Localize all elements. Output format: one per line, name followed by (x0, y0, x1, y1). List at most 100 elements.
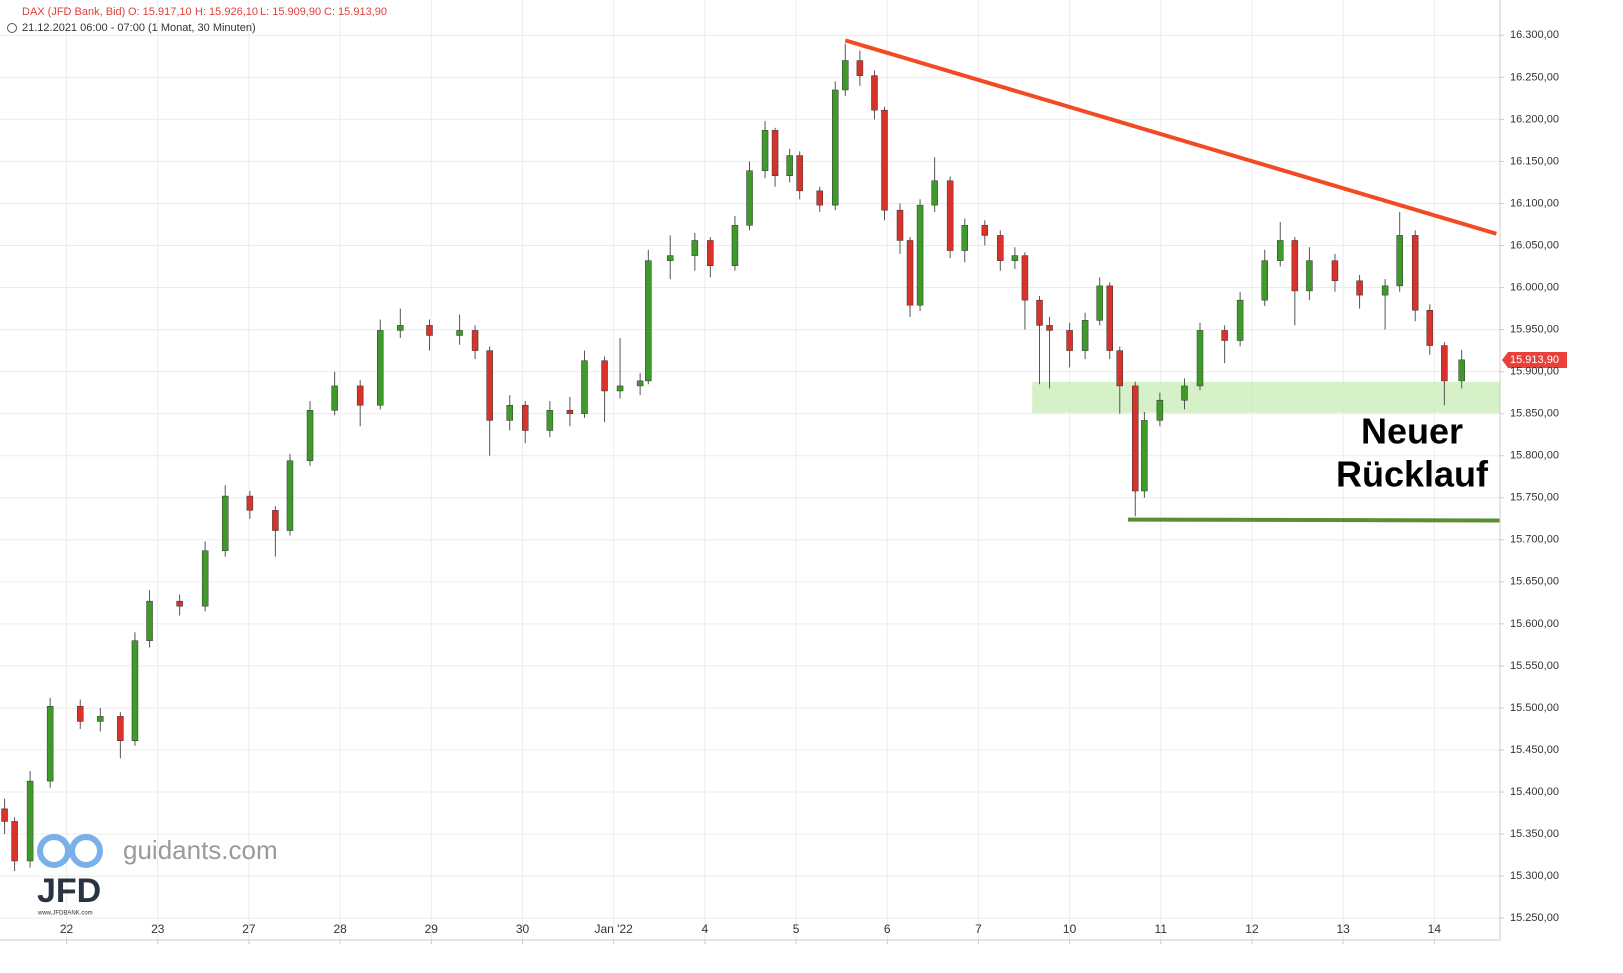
x-tick-label: 12 (1245, 922, 1259, 936)
x-tick-label: 29 (425, 922, 439, 936)
candle-body (1021, 255, 1029, 301)
candle-body (546, 410, 554, 431)
candle-body (1458, 359, 1465, 382)
candle-body (1381, 285, 1389, 296)
candle-body (97, 716, 104, 722)
candle-body (486, 350, 493, 421)
candle-body (1411, 235, 1419, 311)
candle-body (117, 716, 124, 741)
y-tick-label: 16.200,00 (1510, 113, 1559, 125)
x-tick-label: 10 (1063, 922, 1077, 936)
candle-body (46, 706, 54, 782)
candle-body (1132, 385, 1139, 492)
candle-body (131, 640, 139, 741)
grid (0, 0, 1500, 940)
candle-body (1396, 235, 1403, 287)
candle-body (961, 225, 968, 251)
candle-body (376, 330, 384, 406)
y-tick-label: 16.050,00 (1510, 239, 1559, 251)
candle-body (761, 130, 769, 171)
candle-body (1181, 385, 1188, 401)
y-tick-label: 15.400,00 (1510, 786, 1559, 798)
y-tick-label: 15.650,00 (1510, 576, 1559, 588)
candle-body (1156, 399, 1164, 421)
y-tick-label: 15.750,00 (1510, 492, 1559, 504)
watermark-site: guidants.com (123, 835, 278, 865)
candle-body (796, 155, 803, 192)
x-tick-label: 27 (242, 922, 256, 936)
y-tick-label: 15.950,00 (1510, 323, 1559, 335)
x-tick-label: 22 (60, 922, 74, 936)
y-tick-label: 15.300,00 (1510, 870, 1559, 882)
candle-body (146, 600, 153, 641)
x-tick-label: 13 (1336, 922, 1350, 936)
candle-body (581, 360, 588, 414)
candle-body (221, 495, 229, 551)
y-tick-label: 15.700,00 (1510, 534, 1559, 546)
candle-body (1116, 350, 1124, 387)
ohlc-high: H: 15.926,10 (195, 6, 258, 18)
x-tick-label: 7 (975, 922, 982, 936)
candle-body (645, 260, 652, 382)
candle-body (707, 240, 714, 266)
y-tick-label: 15.800,00 (1510, 450, 1559, 462)
chart-title: DAX (JFD Bank, Bid) (22, 6, 125, 18)
candle-body (1036, 299, 1043, 326)
candle-body (26, 780, 34, 862)
zone-layer (1032, 381, 1500, 413)
candle-body (771, 130, 779, 176)
candle-body (856, 60, 864, 76)
candle-body (981, 225, 989, 236)
candle-body (906, 240, 914, 306)
candle-body (1081, 320, 1089, 351)
candle-body (246, 495, 254, 511)
y-tick-label: 15.600,00 (1510, 618, 1559, 630)
candle-body (731, 225, 739, 266)
candle-body (666, 255, 674, 261)
candle-body (456, 330, 463, 336)
candle-body (1066, 330, 1073, 351)
x-tick-label: 6 (884, 922, 891, 936)
candle-body (1276, 240, 1284, 261)
ohlc-open: O: 15.917,10 (128, 6, 192, 18)
y-tick-label: 16.150,00 (1510, 155, 1559, 167)
candle-body (997, 235, 1004, 261)
candle-body (1, 808, 8, 822)
annotation: Neuer Rücklauf (1336, 411, 1489, 495)
clock-icon (7, 23, 17, 33)
candle-body (1236, 299, 1244, 341)
candle-body (1141, 420, 1148, 492)
candle-body (306, 410, 314, 462)
candle-body (1096, 285, 1103, 321)
candles (1, 43, 1465, 872)
candle-body (272, 510, 279, 531)
candle-body (746, 170, 753, 226)
candle-body (331, 385, 338, 411)
ohlc-low: L: 15.909,90 (260, 6, 321, 18)
x-tick-label: 14 (1428, 922, 1442, 936)
candle-body (1331, 260, 1339, 282)
candle-body (816, 190, 824, 206)
candle-body (506, 405, 513, 421)
candle-body (896, 209, 904, 241)
candle-body (691, 240, 699, 256)
watermark-url: www.JFDBANK.com (37, 911, 93, 917)
candle-body (397, 325, 404, 331)
candle-body (286, 460, 294, 531)
last-price-tag (1502, 351, 1567, 368)
overlay: 15.913,90 (844, 38, 1567, 523)
candle-body (426, 325, 433, 336)
candle-body (601, 360, 608, 392)
candle-body (1011, 255, 1019, 261)
logo-ring (37, 834, 71, 868)
header: DAX (JFD Bank, Bid) O: 15.917,10 H: 15.9… (7, 6, 387, 34)
candle-body (176, 600, 183, 607)
x-tick-label: 4 (702, 922, 709, 936)
watermark: guidants.com JFD www.JFDBANK.com (37, 834, 278, 917)
watermark-brand: JFD (37, 872, 101, 910)
last-price-label: 15.913,90 (1510, 354, 1559, 366)
y-tick-label: 15.900,00 (1510, 366, 1559, 378)
x-tick-label: 11 (1155, 922, 1168, 936)
